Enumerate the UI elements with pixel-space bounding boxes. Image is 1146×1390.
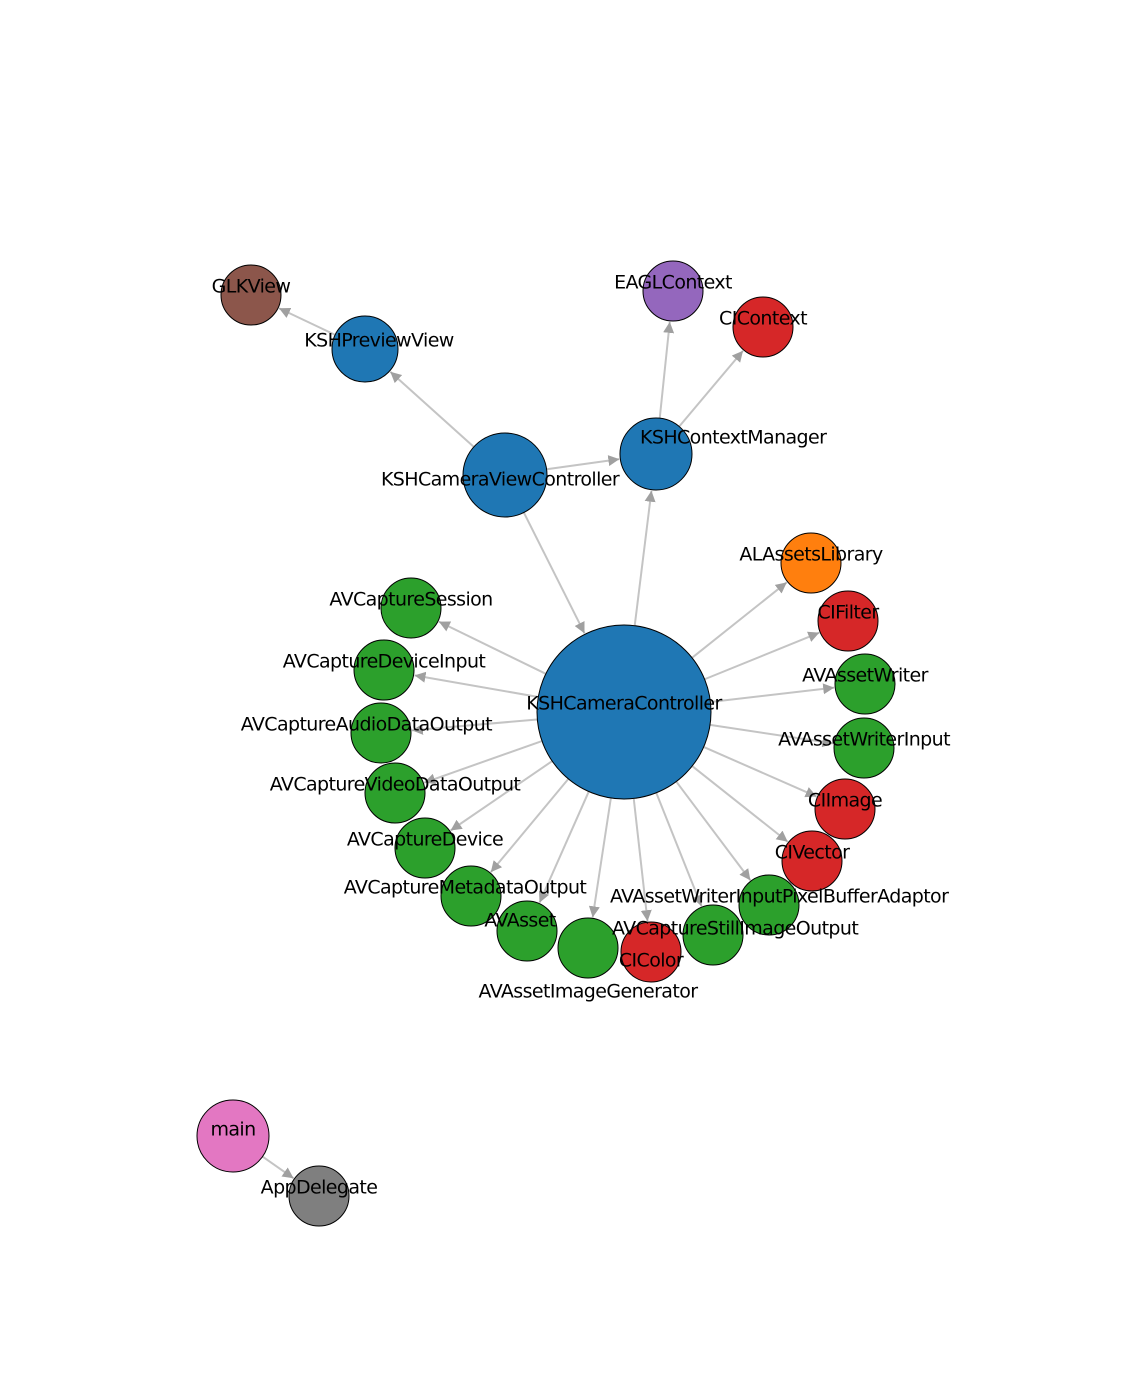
node-label-kshcamera-controller: KSHCameraController	[526, 693, 722, 715]
node-avcapture-metadata-output[interactable]	[440, 865, 502, 927]
edge-kshcamera-controller-to-ciimage	[703, 746, 818, 798]
node-label-kshpreview-view: KSHPreviewView	[304, 330, 454, 352]
edge-kshcamera-controller-to-avasset-writer-input	[709, 723, 834, 748]
node-label-avcapture-device-input: AVCaptureDeviceInput	[283, 651, 486, 673]
node-avcapture-device[interactable]	[394, 817, 456, 879]
edge-kshcamera-view-controller-to-kshcontext-manager	[546, 455, 620, 471]
edge-kshcamera-controller-to-avcapture-video-data-output	[423, 740, 543, 785]
node-avasset[interactable]	[496, 900, 558, 962]
edge-layer	[261, 307, 835, 1180]
node-alassets-library[interactable]	[780, 532, 842, 594]
node-label-alassets-library: ALAssetsLibrary	[739, 544, 883, 566]
node-avasset-writer-input-pixel-buffer-adaptor[interactable]	[738, 874, 800, 936]
edge-kshcamera-controller-to-alassets-library	[691, 581, 788, 659]
node-cicolor[interactable]	[620, 921, 682, 983]
node-avasset-writer[interactable]	[834, 653, 896, 715]
node-glkview[interactable]	[220, 264, 282, 326]
node-label-civector: CIVector	[775, 842, 850, 864]
edge-kshcamera-controller-to-civector	[691, 765, 789, 843]
node-label-ciimage: CIImage	[808, 790, 882, 812]
node-label-cifilter: CIFilter	[817, 602, 879, 624]
node-avcapture-video-data-output[interactable]	[364, 762, 426, 824]
node-label-avcapture-still-image-output: AVCaptureStillImageOutput	[612, 918, 858, 940]
node-label-cicontext: CIContext	[719, 308, 807, 330]
node-label-avasset-writer-input-pixel-buffer-adaptor: AVAssetWriterInputPixelBufferAdaptor	[610, 886, 949, 908]
node-avasset-image-generator[interactable]	[557, 917, 619, 979]
node-label-avasset-image-generator: AVAssetImageGenerator	[479, 981, 699, 1003]
edge-kshcamera-controller-to-avasset-image-generator	[588, 797, 612, 918]
edge-kshcamera-controller-to-avasset	[538, 791, 590, 904]
edge-kshcontext-manager-to-eaglcontext	[658, 321, 675, 419]
label-layer: GLKView KSHPreviewView EAGLContext CIContex…	[210, 272, 950, 1199]
node-label-main: main	[210, 1119, 255, 1141]
node-kshcamera-controller[interactable]	[536, 624, 712, 800]
node-ciimage[interactable]	[814, 778, 876, 840]
node-layer	[196, 260, 896, 1227]
edge-kshcamera-controller-to-avcapture-device-input	[414, 671, 539, 698]
node-avcapture-audio-data-output[interactable]	[350, 702, 412, 764]
node-label-eaglcontext: EAGLContext	[614, 272, 732, 294]
node-kshpreview-view[interactable]	[331, 315, 399, 383]
edge-kshcamera-controller-to-avcapture-audio-data-output	[411, 718, 538, 735]
edge-main-to-app-delegate	[261, 1155, 295, 1180]
edge-kshcamera-controller-to-avcapture-metadata-output	[490, 778, 570, 873]
edge-kshcamera-controller-to-avasset-writer-input-pixel-buffer-adaptor	[675, 780, 752, 881]
edge-kshcontext-manager-to-cicontext	[678, 350, 744, 428]
node-kshcontext-manager[interactable]	[619, 417, 693, 491]
edge-kshcamera-view-controller-to-kshpreview-view	[389, 371, 475, 448]
node-label-cicolor: CIColor	[619, 950, 684, 972]
edge-kshcamera-controller-to-avcapture-session	[438, 620, 547, 675]
node-label-avasset: AVAsset	[484, 910, 555, 932]
node-app-delegate[interactable]	[288, 1165, 350, 1227]
node-label-glkview: GLKView	[212, 276, 291, 298]
node-eaglcontext[interactable]	[642, 260, 704, 322]
node-label-avcapture-metadata-output: AVCaptureMetadataOutput	[344, 877, 587, 899]
edge-kshcamera-controller-to-kshcontext-manager	[633, 490, 656, 626]
node-label-kshcontext-manager: KSHContextManager	[640, 427, 827, 449]
node-avcapture-still-image-output[interactable]	[682, 904, 744, 966]
edge-kshcamera-controller-to-cifilter	[704, 631, 820, 681]
node-avcapture-device-input[interactable]	[353, 639, 415, 701]
edge-kshcamera-view-controller-to-kshcamera-controller	[522, 512, 586, 634]
edge-kshcamera-controller-to-avasset-writer	[710, 683, 835, 703]
node-label-avcapture-device: AVCaptureDevice	[347, 829, 503, 851]
node-label-kshcamera-view-controller: KSHCameraViewController	[381, 469, 620, 491]
node-avasset-writer-input[interactable]	[833, 717, 895, 779]
node-label-avcapture-video-data-output: AVCaptureVideoDataOutput	[270, 774, 521, 796]
node-main[interactable]	[196, 1099, 270, 1173]
node-cifilter[interactable]	[817, 590, 879, 652]
edge-kshcamera-controller-to-cicolor	[632, 798, 652, 922]
node-label-avasset-writer: AVAssetWriter	[802, 665, 928, 687]
node-avcapture-session[interactable]	[380, 577, 442, 639]
node-label-avasset-writer-input: AVAssetWriterInput	[778, 729, 950, 751]
node-civector[interactable]	[781, 830, 843, 892]
node-cicontext[interactable]	[732, 296, 794, 358]
edge-kshpreview-view-to-glkview	[278, 307, 336, 336]
edge-kshcamera-controller-to-avcapture-still-image-output	[655, 792, 703, 907]
node-label-avcapture-session: AVCaptureSession	[329, 589, 492, 611]
node-label-app-delegate: AppDelegate	[261, 1177, 378, 1199]
node-label-avcapture-audio-data-output: AVCaptureAudioDataOutput	[241, 714, 492, 736]
edge-kshcamera-controller-to-avcapture-device	[450, 760, 553, 832]
node-kshcamera-view-controller[interactable]	[462, 432, 548, 518]
